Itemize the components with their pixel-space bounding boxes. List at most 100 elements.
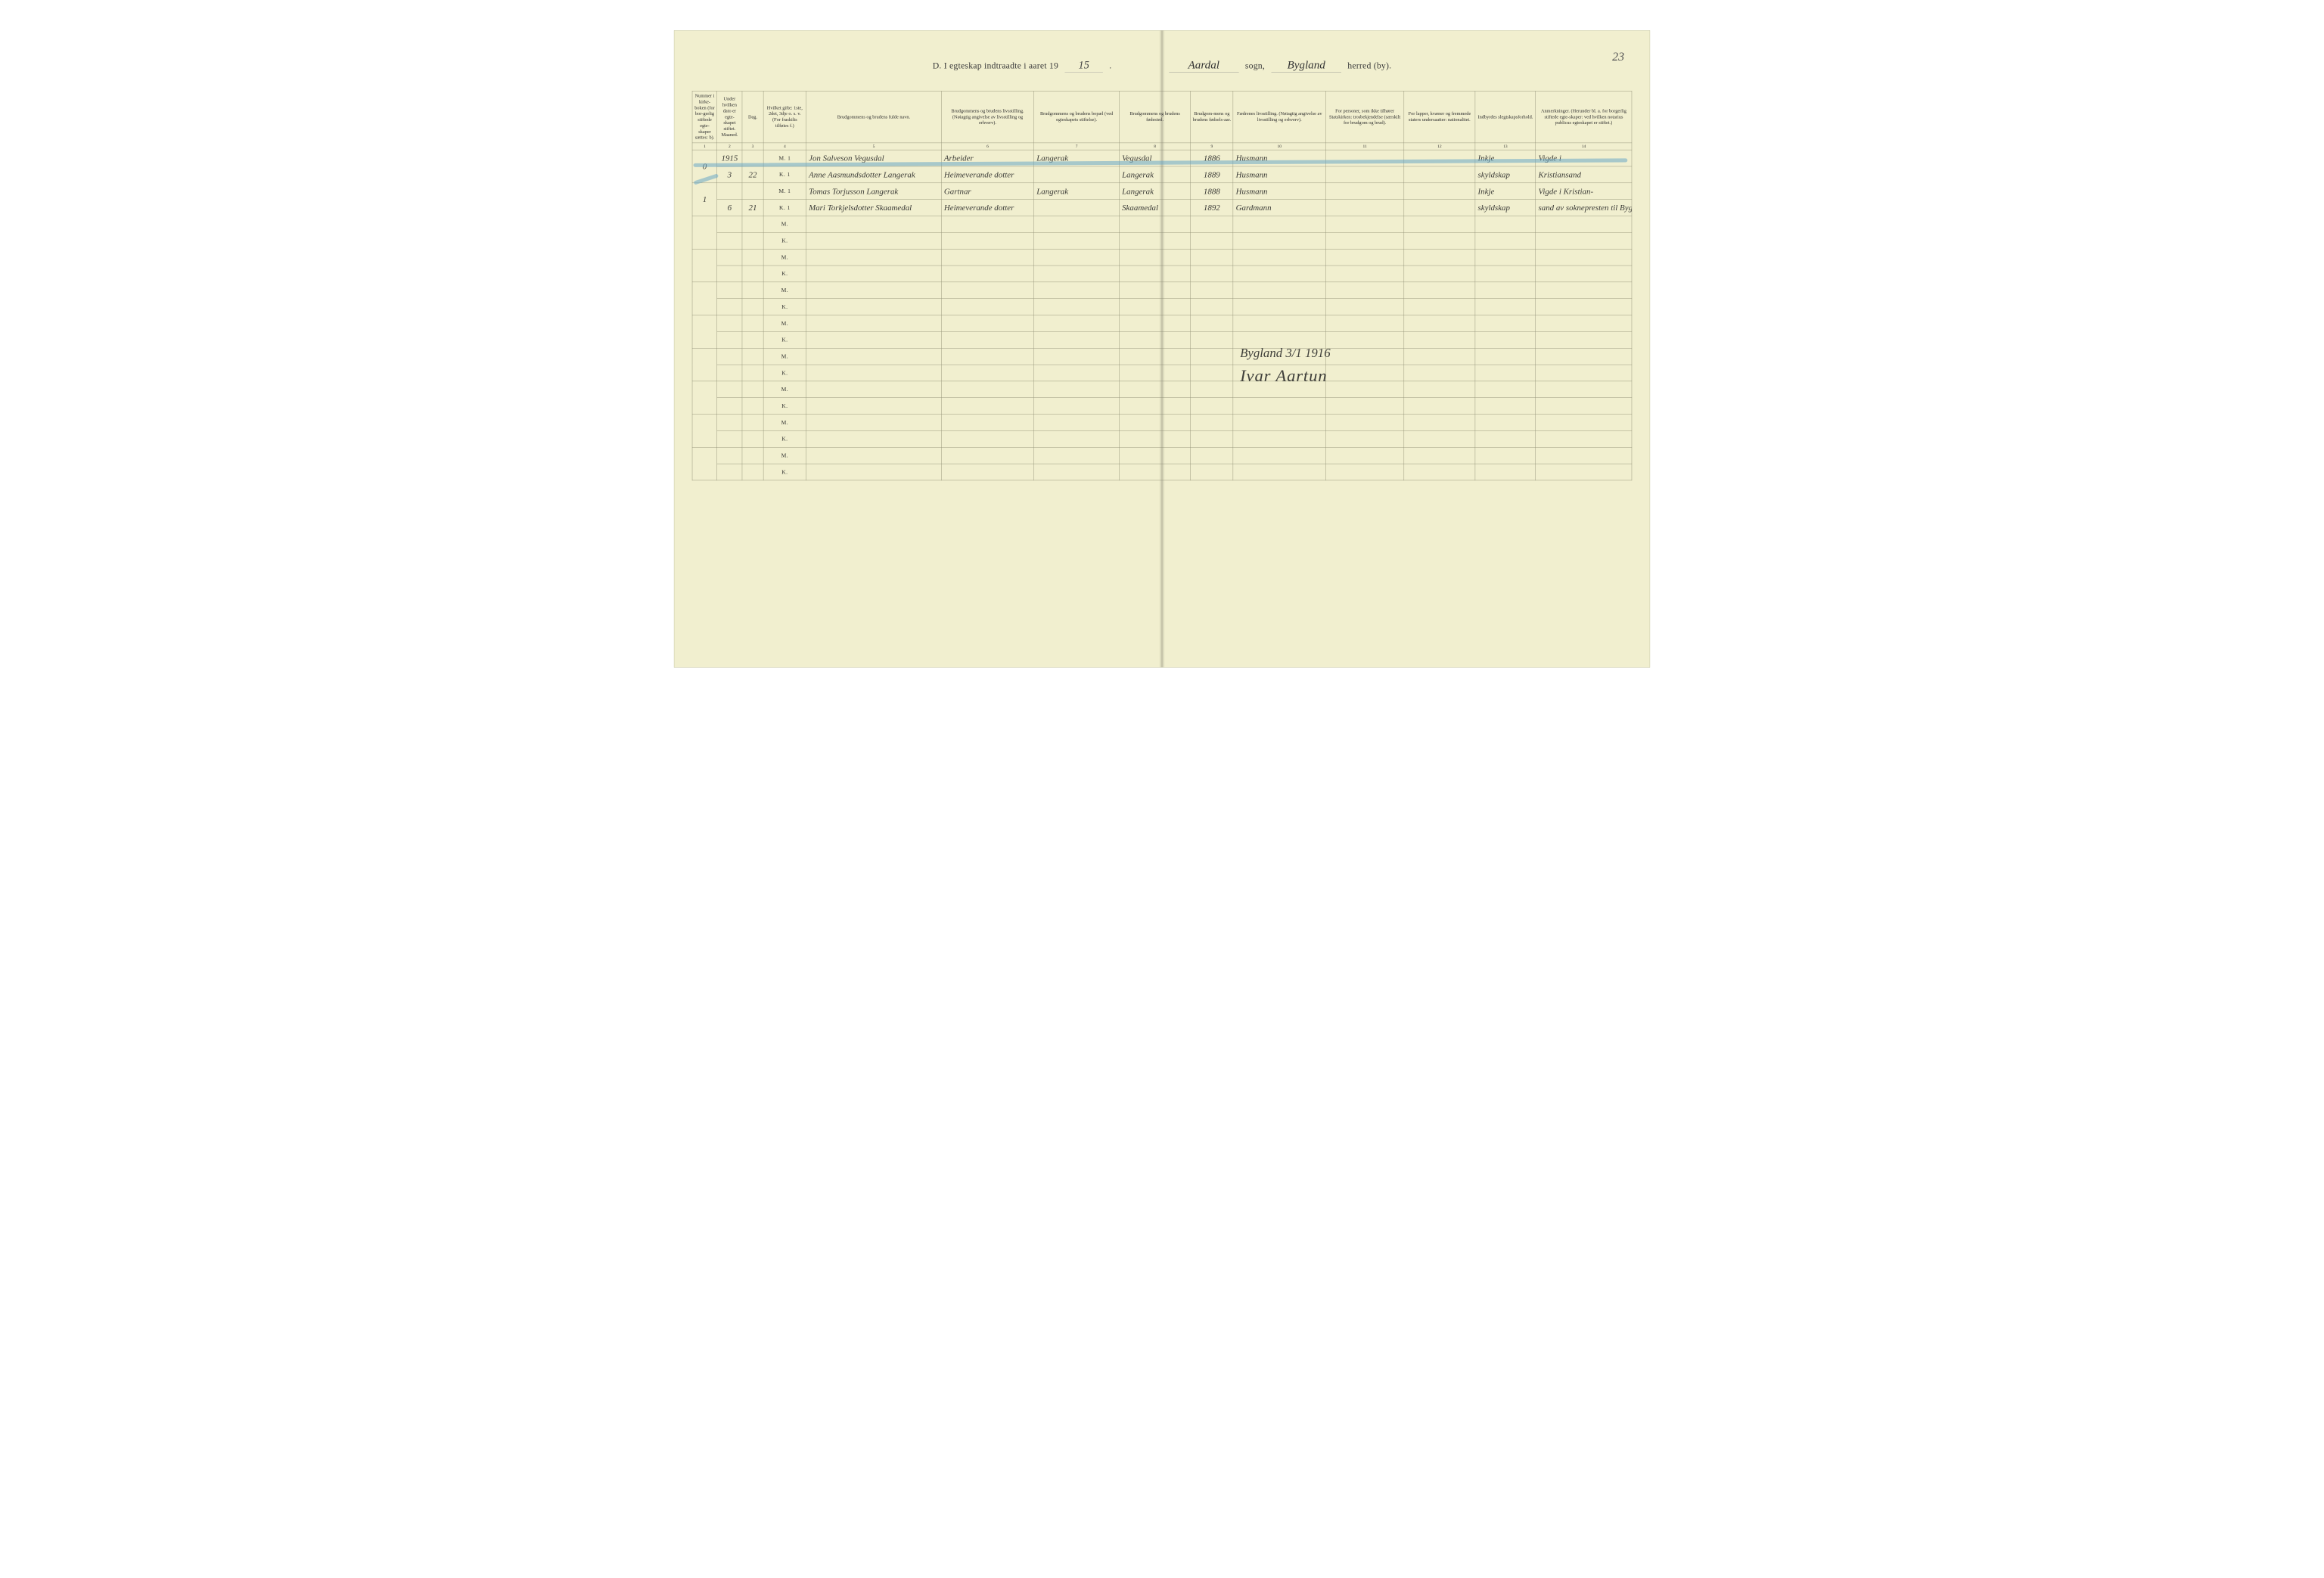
ledger-cell bbox=[717, 398, 742, 415]
ledger-header-row: Nummer i kirke-boken (for bor-gerlig sti… bbox=[692, 91, 1632, 142]
ledger-cell bbox=[1233, 232, 1325, 249]
ledger-cell bbox=[717, 415, 742, 431]
col-number: 13 bbox=[1475, 143, 1536, 150]
ledger-cell: M. bbox=[763, 415, 806, 431]
col-header: Brudgommens og brudens fødested. bbox=[1120, 91, 1191, 142]
ledger-cell bbox=[1475, 430, 1536, 447]
ledger-cell bbox=[806, 266, 942, 282]
ledger-cell: 1888 bbox=[1191, 183, 1233, 200]
table-row: M. bbox=[692, 282, 1632, 299]
ledger-cell: K. bbox=[763, 398, 806, 415]
ledger-cell bbox=[1034, 348, 1120, 365]
ledger-cell bbox=[1120, 430, 1191, 447]
ledger-cell: M. 1 bbox=[763, 183, 806, 200]
ledger-cell bbox=[941, 299, 1033, 315]
ledger-cell bbox=[1120, 381, 1191, 398]
ledger-cell: 1892 bbox=[1191, 200, 1233, 216]
ledger-cell bbox=[692, 315, 717, 349]
ledger-cell bbox=[1475, 464, 1536, 480]
ledger-cell: Vegusdal bbox=[1120, 150, 1191, 166]
ledger-cell bbox=[806, 430, 942, 447]
col-number: 8 bbox=[1120, 143, 1191, 150]
ledger-cell bbox=[742, 415, 763, 431]
ledger-cell bbox=[1475, 282, 1536, 299]
table-row: M. bbox=[692, 216, 1632, 232]
table-row: 01915M. 1Jon Salveson VegusdalArbeiderLa… bbox=[692, 150, 1632, 166]
ledger-cell bbox=[1404, 266, 1475, 282]
ledger-cell bbox=[692, 348, 717, 381]
ledger-cell bbox=[1191, 365, 1233, 381]
ledger-cell bbox=[1233, 447, 1325, 464]
ledger-cell bbox=[742, 266, 763, 282]
ledger-cell bbox=[717, 464, 742, 480]
ledger-cell bbox=[1191, 232, 1233, 249]
ledger-cell bbox=[742, 464, 763, 480]
table-row: M. bbox=[692, 249, 1632, 266]
ledger-cell bbox=[1191, 415, 1233, 431]
ledger-cell bbox=[692, 415, 717, 448]
ledger-cell bbox=[717, 183, 742, 200]
ledger-cell bbox=[1034, 331, 1120, 348]
ledger-cell bbox=[717, 315, 742, 332]
ledger-cell bbox=[1325, 331, 1403, 348]
ledger-cell bbox=[1233, 415, 1325, 431]
ledger-cell: Vigde i bbox=[1536, 150, 1632, 166]
ledger-cell bbox=[1325, 464, 1403, 480]
ledger-cell: Langerak bbox=[1120, 166, 1191, 183]
ledger-cell bbox=[1120, 464, 1191, 480]
ledger-cell bbox=[941, 430, 1033, 447]
col-header: For personer, som ikke tilhører Statskir… bbox=[1325, 91, 1403, 142]
ledger-cell: M. bbox=[763, 216, 806, 232]
ledger-cell bbox=[742, 299, 763, 315]
header-sogn-value: Aardal bbox=[1169, 58, 1238, 73]
ledger-cell bbox=[1191, 282, 1233, 299]
ledger-cell bbox=[1475, 331, 1536, 348]
ledger-cell: Anne Aasmundsdotter Langerak bbox=[806, 166, 942, 183]
ledger-cell: Kristiansand bbox=[1536, 166, 1632, 183]
ledger-cell bbox=[742, 315, 763, 332]
ledger-cell: Husmann bbox=[1233, 183, 1325, 200]
ledger-cell bbox=[692, 249, 717, 282]
ledger-cell bbox=[1120, 232, 1191, 249]
ledger-cell: Heimeverande dotter bbox=[941, 200, 1033, 216]
ledger-cell bbox=[1325, 415, 1403, 431]
ledger-cell bbox=[1325, 282, 1403, 299]
ledger-cell bbox=[1404, 166, 1475, 183]
col-header: Anmerkninger. (Herunder bl. a. for borge… bbox=[1536, 91, 1632, 142]
ledger-cell bbox=[1191, 430, 1233, 447]
ledger-cell: K. bbox=[763, 299, 806, 315]
ledger-cell: M. 1 bbox=[763, 150, 806, 166]
ledger-cell bbox=[1325, 381, 1403, 398]
ledger-cell bbox=[1404, 381, 1475, 398]
ledger-cell bbox=[742, 183, 763, 200]
ledger-cell bbox=[941, 266, 1033, 282]
signature-name: Ivar Aartun bbox=[1240, 366, 1330, 386]
ledger-cell: 22 bbox=[742, 166, 763, 183]
ledger-cell bbox=[1536, 365, 1632, 381]
header-year-suffix: 15 bbox=[1064, 59, 1102, 72]
ledger-cell bbox=[1325, 398, 1403, 415]
ledger-cell bbox=[1475, 365, 1536, 381]
col-number: 10 bbox=[1233, 143, 1325, 150]
ledger-cell bbox=[1034, 464, 1120, 480]
col-number: 4 bbox=[763, 143, 806, 150]
ledger-cell bbox=[1034, 415, 1120, 431]
ledger-cell bbox=[717, 299, 742, 315]
table-row: M. bbox=[692, 415, 1632, 431]
ledger-cell bbox=[742, 365, 763, 381]
ledger-cell bbox=[1120, 315, 1191, 332]
ledger-cell bbox=[1120, 365, 1191, 381]
ledger-cell: sand av soknepresten til Bygland. bbox=[1536, 200, 1632, 216]
ledger-cell bbox=[806, 447, 942, 464]
ledger-cell bbox=[1233, 315, 1325, 332]
ledger-cell bbox=[806, 398, 942, 415]
ledger-cell bbox=[1325, 365, 1403, 381]
ledger-cell: K. bbox=[763, 464, 806, 480]
ledger-cell bbox=[1325, 299, 1403, 315]
table-row: K. bbox=[692, 266, 1632, 282]
ledger-cell bbox=[1233, 299, 1325, 315]
ledger-cell: Inkje bbox=[1475, 183, 1536, 200]
ledger-cell bbox=[1475, 348, 1536, 365]
ledger-cell bbox=[717, 365, 742, 381]
ledger-cell bbox=[1034, 299, 1120, 315]
